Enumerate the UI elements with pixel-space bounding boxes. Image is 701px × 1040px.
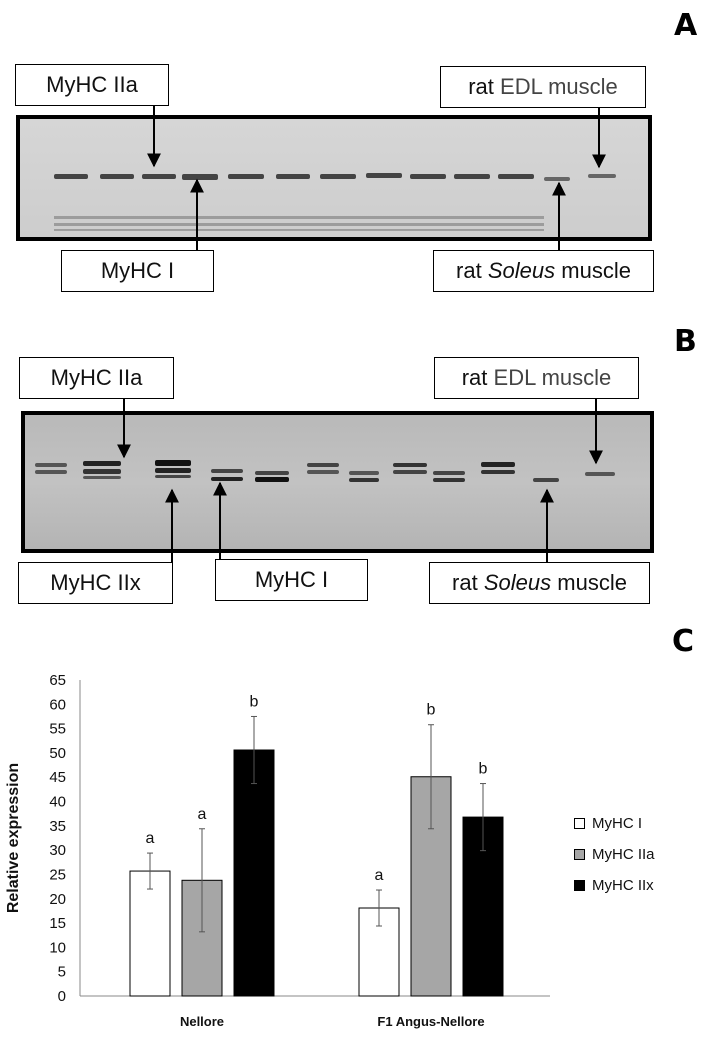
blot-a-light-bands [54,216,544,231]
y-tick-label: 50 [49,745,66,762]
label-b-rat-soleus: rat Soleus muscle [429,562,650,604]
y-tick-label: 30 [49,842,66,859]
y-tick-label: 15 [49,915,66,932]
blot-b-bands-group [35,460,615,482]
panel-letter-b: B [674,324,697,359]
label-a-rat-edl-prefix: rat [468,74,494,99]
label-b-rat-soleus-italic: Soleus [483,570,552,595]
chart-legend: MyHC I MyHC IIa MyHC IIx [574,808,655,901]
legend-swatch-myhc-iia [574,849,585,860]
bar-chart: 0 5 10 15 20 25 30 35 40 45 50 55 60 65 Relative expre… [5,672,550,1029]
legend-item-myhc-iix: MyHC IIx [574,870,655,901]
label-b-rat-soleus-suffix: muscle [557,570,627,595]
western-blot-b [21,411,654,553]
label-a-myhc-iia: MyHC IIa [15,64,169,106]
label-b-rat-edl-prefix: rat [461,365,488,390]
label-b-rat-edl: rat EDL muscle [434,357,639,399]
y-tick-label: 0 [58,988,66,1005]
legend-label-myhc-iia: MyHC IIa [592,846,655,863]
y-tick-label: 55 [49,721,66,738]
y-tick-label: 45 [49,769,66,786]
label-a-rat-edl: rat EDL muscle [440,66,646,108]
bar [233,749,275,997]
label-a-myhc-i: MyHC I [61,250,214,292]
significance-letter: a [146,830,155,847]
y-axis-title: Relative expression [5,763,22,913]
y-tick-label: 65 [49,672,66,689]
bar [129,870,171,997]
label-a-rat-soleus: rat Soleus muscle [433,250,654,292]
y-tick-label: 60 [49,696,66,713]
label-a-rat-edl-suffix: EDL muscle [500,74,618,99]
y-tick-label: 10 [49,939,66,956]
label-b-rat-soleus-prefix: rat [452,570,478,595]
significance-letter: b [479,761,488,778]
legend-item-myhc-i: MyHC I [574,808,655,839]
y-tick-label: 25 [49,866,66,883]
label-a-rat-soleus-prefix: rat [456,258,482,283]
significance-letter: b [250,693,259,710]
legend-item-myhc-iia: MyHC IIa [574,839,655,870]
y-tick-label: 5 [58,964,66,981]
significance-letter: b [427,702,436,719]
label-b-myhc-iix: MyHC IIx [18,562,173,604]
significance-letter: a [375,867,384,884]
legend-label-myhc-iix: MyHC IIx [592,877,654,894]
western-blot-a [16,115,652,241]
x-tick-label: Nellore [180,1014,224,1029]
legend-swatch-myhc-i [574,818,585,829]
label-b-myhc-i: MyHC I [215,559,368,601]
x-tick-label: F1 Angus-Nellore [377,1014,484,1029]
label-a-rat-soleus-suffix: muscle [561,258,631,283]
legend-swatch-myhc-iix [574,880,585,891]
blot-b-bands [35,460,615,482]
label-b-myhc-iia: MyHC IIa [19,357,174,399]
significance-letter: a [198,806,207,823]
label-a-rat-soleus-italic: Soleus [487,258,556,283]
blot-a-bands [54,173,616,231]
label-b-rat-edl-suffix: EDL muscle [493,365,612,390]
y-tick-label: 35 [49,818,66,835]
y-tick-label: 40 [49,794,66,811]
y-tick-label: 20 [49,891,66,908]
legend-label-myhc-i: MyHC I [592,815,642,832]
blot-a-heavy-bands [54,173,616,181]
panel-letter-a: A [674,8,698,43]
panel-letter-c: C [672,624,695,659]
